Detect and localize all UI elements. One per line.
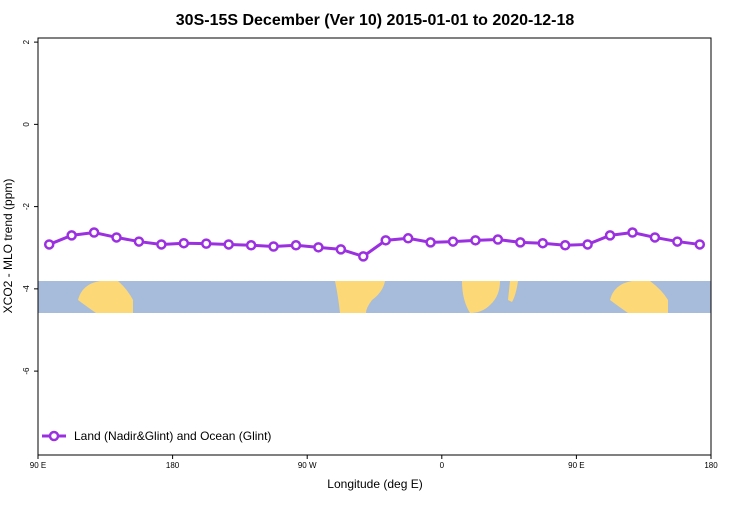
map-band bbox=[38, 281, 711, 313]
data-point bbox=[66, 230, 77, 241]
legend-marker bbox=[48, 430, 60, 442]
data-point bbox=[604, 230, 616, 241]
data-point bbox=[268, 241, 279, 252]
plot-frame bbox=[37, 37, 712, 456]
x-tick-label: 90 E bbox=[568, 461, 584, 470]
data-point bbox=[515, 237, 526, 248]
data-point bbox=[245, 240, 257, 251]
data-point bbox=[582, 239, 593, 250]
x-tick-label: 180 bbox=[166, 461, 180, 470]
data-point bbox=[559, 240, 571, 251]
data-point bbox=[313, 242, 324, 253]
y-tick-label: -6 bbox=[22, 367, 31, 375]
data-point bbox=[537, 237, 548, 249]
x-tick-label: 180 bbox=[704, 461, 718, 470]
y-tick-label: 0 bbox=[22, 122, 31, 127]
y-tick-label: 2 bbox=[22, 39, 31, 44]
legend-label: Land (Nadir&Glint) and Ocean (Glint) bbox=[74, 429, 271, 443]
data-point bbox=[425, 237, 436, 248]
y-tick-label: -4 bbox=[22, 285, 31, 293]
data-point bbox=[290, 240, 302, 251]
data-point bbox=[201, 238, 212, 249]
data-point bbox=[358, 251, 369, 262]
data-point bbox=[88, 227, 100, 238]
data-point bbox=[470, 235, 481, 246]
x-tick-label: 90 E bbox=[30, 461, 46, 470]
series-line bbox=[48, 230, 700, 259]
data-point bbox=[223, 239, 234, 250]
chart-title: 30S-15S December (Ver 10) 2015-01-01 to … bbox=[176, 12, 575, 29]
data-point bbox=[156, 239, 167, 250]
data-point bbox=[402, 233, 414, 244]
data-point bbox=[492, 234, 504, 245]
data-point bbox=[111, 232, 122, 243]
data-point bbox=[672, 236, 683, 247]
data-point bbox=[335, 244, 347, 255]
x-axis-label: Longitude (deg E) bbox=[327, 477, 422, 491]
data-point bbox=[694, 239, 706, 250]
data-point bbox=[627, 227, 638, 238]
x-tick-label: 90 W bbox=[298, 461, 317, 470]
data-point bbox=[133, 236, 145, 247]
data-point bbox=[380, 235, 391, 246]
data-point bbox=[447, 236, 459, 247]
data-point bbox=[43, 239, 55, 250]
data-point bbox=[178, 237, 190, 249]
y-axis-label: XCO2 - MLO trend (ppm) bbox=[1, 179, 15, 314]
data-point bbox=[649, 232, 661, 243]
x-tick-label: 0 bbox=[440, 461, 445, 470]
y-tick-label: -2 bbox=[22, 203, 31, 211]
